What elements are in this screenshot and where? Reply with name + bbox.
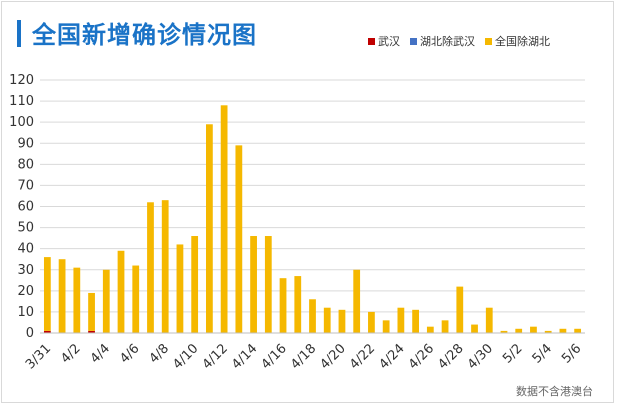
- y-tick-label: 10: [17, 305, 34, 320]
- x-tick-label: 4/16: [259, 341, 290, 372]
- legend-swatch-national-ex-hubei: [485, 37, 492, 45]
- bar-national-ex-hubei-4-5: [117, 250, 125, 333]
- bar-national-ex-hubei-4-20: [338, 309, 346, 333]
- bar-national-ex-hubei-5-4: [544, 330, 552, 333]
- x-tick-label: 5/4: [530, 341, 555, 366]
- y-tick-label: 80: [17, 157, 34, 172]
- bar-national-ex-hubei-4-4: [102, 269, 110, 333]
- chart-title: 全国新增确诊情况图: [32, 21, 257, 49]
- bar-national-ex-hubei-4-11: [206, 124, 213, 334]
- bar-national-ex-hubei-4-23: [382, 320, 390, 333]
- bar-national-ex-hubei-5-3: [530, 326, 537, 333]
- y-tick-label: 50: [17, 221, 34, 236]
- bar-national-ex-hubei-4-24: [397, 307, 405, 333]
- x-tick-label: 5/6: [559, 341, 584, 366]
- bar-national-ex-hubei-4-9: [176, 244, 184, 333]
- x-tick-label: 4/2: [58, 341, 83, 366]
- bar-national-ex-hubei-4-2: [73, 267, 81, 333]
- source-note: 数据不含港澳台: [516, 385, 593, 398]
- x-tick-label: 3/31: [23, 341, 54, 372]
- bar-national-ex-hubei-4-14: [250, 236, 257, 333]
- x-tick-label: 4/10: [170, 341, 201, 372]
- bar-national-ex-hubei-4-10: [191, 236, 199, 333]
- bar-national-ex-hubei-5-1: [500, 330, 508, 333]
- y-tick-label: 110: [9, 94, 34, 109]
- y-tick-label: 0: [26, 326, 34, 341]
- y-tick-label: 20: [17, 284, 34, 299]
- x-tick-label: 5/2: [500, 341, 525, 366]
- x-tick-label: 4/26: [406, 341, 437, 372]
- bar-national-ex-hubei-4-1: [58, 259, 66, 333]
- legend-item-wuhan: 武汉: [368, 33, 400, 49]
- x-tick-label: 4/18: [288, 341, 319, 372]
- x-tick-label: 4/4: [88, 341, 113, 366]
- x-tick-label: 4/12: [200, 341, 231, 372]
- y-tick-label: 60: [17, 200, 34, 215]
- legend: 武汉 湖北除武汉 全国除湖北: [368, 33, 550, 49]
- bar-national-ex-hubei-4-30: [485, 307, 493, 333]
- bar-national-ex-hubei-5-6: [574, 328, 582, 333]
- y-tick-label: 40: [17, 242, 34, 257]
- bar-national-ex-hubei-4-13: [235, 145, 243, 333]
- legend-item-hubei-ex-wuhan: 湖北除武汉: [410, 33, 475, 49]
- bar-national-ex-hubei-4-29: [471, 324, 478, 333]
- legend-item-national-ex-hubei: 全国除湖北: [485, 33, 550, 49]
- legend-label-hubei-ex-wuhan: 湖北除武汉: [420, 35, 475, 48]
- legend-label-wuhan: 武汉: [378, 35, 400, 48]
- y-tick-label: 100: [9, 115, 34, 130]
- x-tick-label: 4/20: [318, 341, 349, 372]
- bar-national-ex-hubei-4-16: [279, 278, 287, 333]
- legend-label-national-ex-hubei: 全国除湖北: [495, 35, 550, 48]
- bar-national-ex-hubei-4-27: [441, 320, 449, 333]
- x-tick-label: 4/14: [229, 341, 260, 372]
- bar-national-ex-hubei-4-8: [161, 200, 169, 333]
- bar-national-ex-hubei-4-6: [132, 265, 140, 333]
- bar-national-ex-hubei-4-7: [147, 202, 154, 333]
- x-tick-label: 4/6: [117, 341, 142, 366]
- bar-national-ex-hubei-4-17: [294, 276, 302, 333]
- x-tick-label: 4/8: [147, 341, 172, 366]
- bar-national-ex-hubei-4-12: [220, 105, 228, 333]
- title-accent-bar: [17, 20, 21, 47]
- x-tick-label: 4/22: [347, 341, 378, 372]
- bar-national-ex-hubei-5-2: [515, 328, 523, 333]
- bar-national-ex-hubei-4-19: [323, 307, 331, 333]
- bar-national-ex-hubei-4-22: [368, 311, 375, 333]
- bar-national-ex-hubei-4-25: [412, 309, 419, 333]
- y-tick-label: 30: [17, 263, 34, 278]
- bar-national-ex-hubei-3-31: [43, 257, 51, 331]
- bar-national-ex-hubei-4-21: [353, 269, 361, 333]
- bar-national-ex-hubei-4-15: [264, 236, 272, 333]
- legend-swatch-hubei-ex-wuhan: [410, 37, 417, 45]
- bar-national-ex-hubei-4-3: [88, 292, 95, 331]
- bar-wuhan-4-3: [88, 330, 95, 333]
- x-tick-label: 4/24: [376, 341, 407, 372]
- bar-wuhan-3-31: [43, 330, 51, 333]
- x-tick-label: 4/30: [465, 341, 496, 372]
- legend-swatch-wuhan: [368, 37, 375, 45]
- bar-national-ex-hubei-4-18: [309, 299, 316, 333]
- bar-national-ex-hubei-5-5: [559, 328, 567, 333]
- bar-national-ex-hubei-4-26: [426, 326, 434, 333]
- y-tick-label: 70: [17, 178, 34, 193]
- y-tick-label: 90: [17, 136, 34, 151]
- x-tick-label: 4/28: [435, 341, 466, 372]
- y-tick-label: 120: [9, 73, 34, 88]
- bar-national-ex-hubei-4-28: [456, 286, 464, 333]
